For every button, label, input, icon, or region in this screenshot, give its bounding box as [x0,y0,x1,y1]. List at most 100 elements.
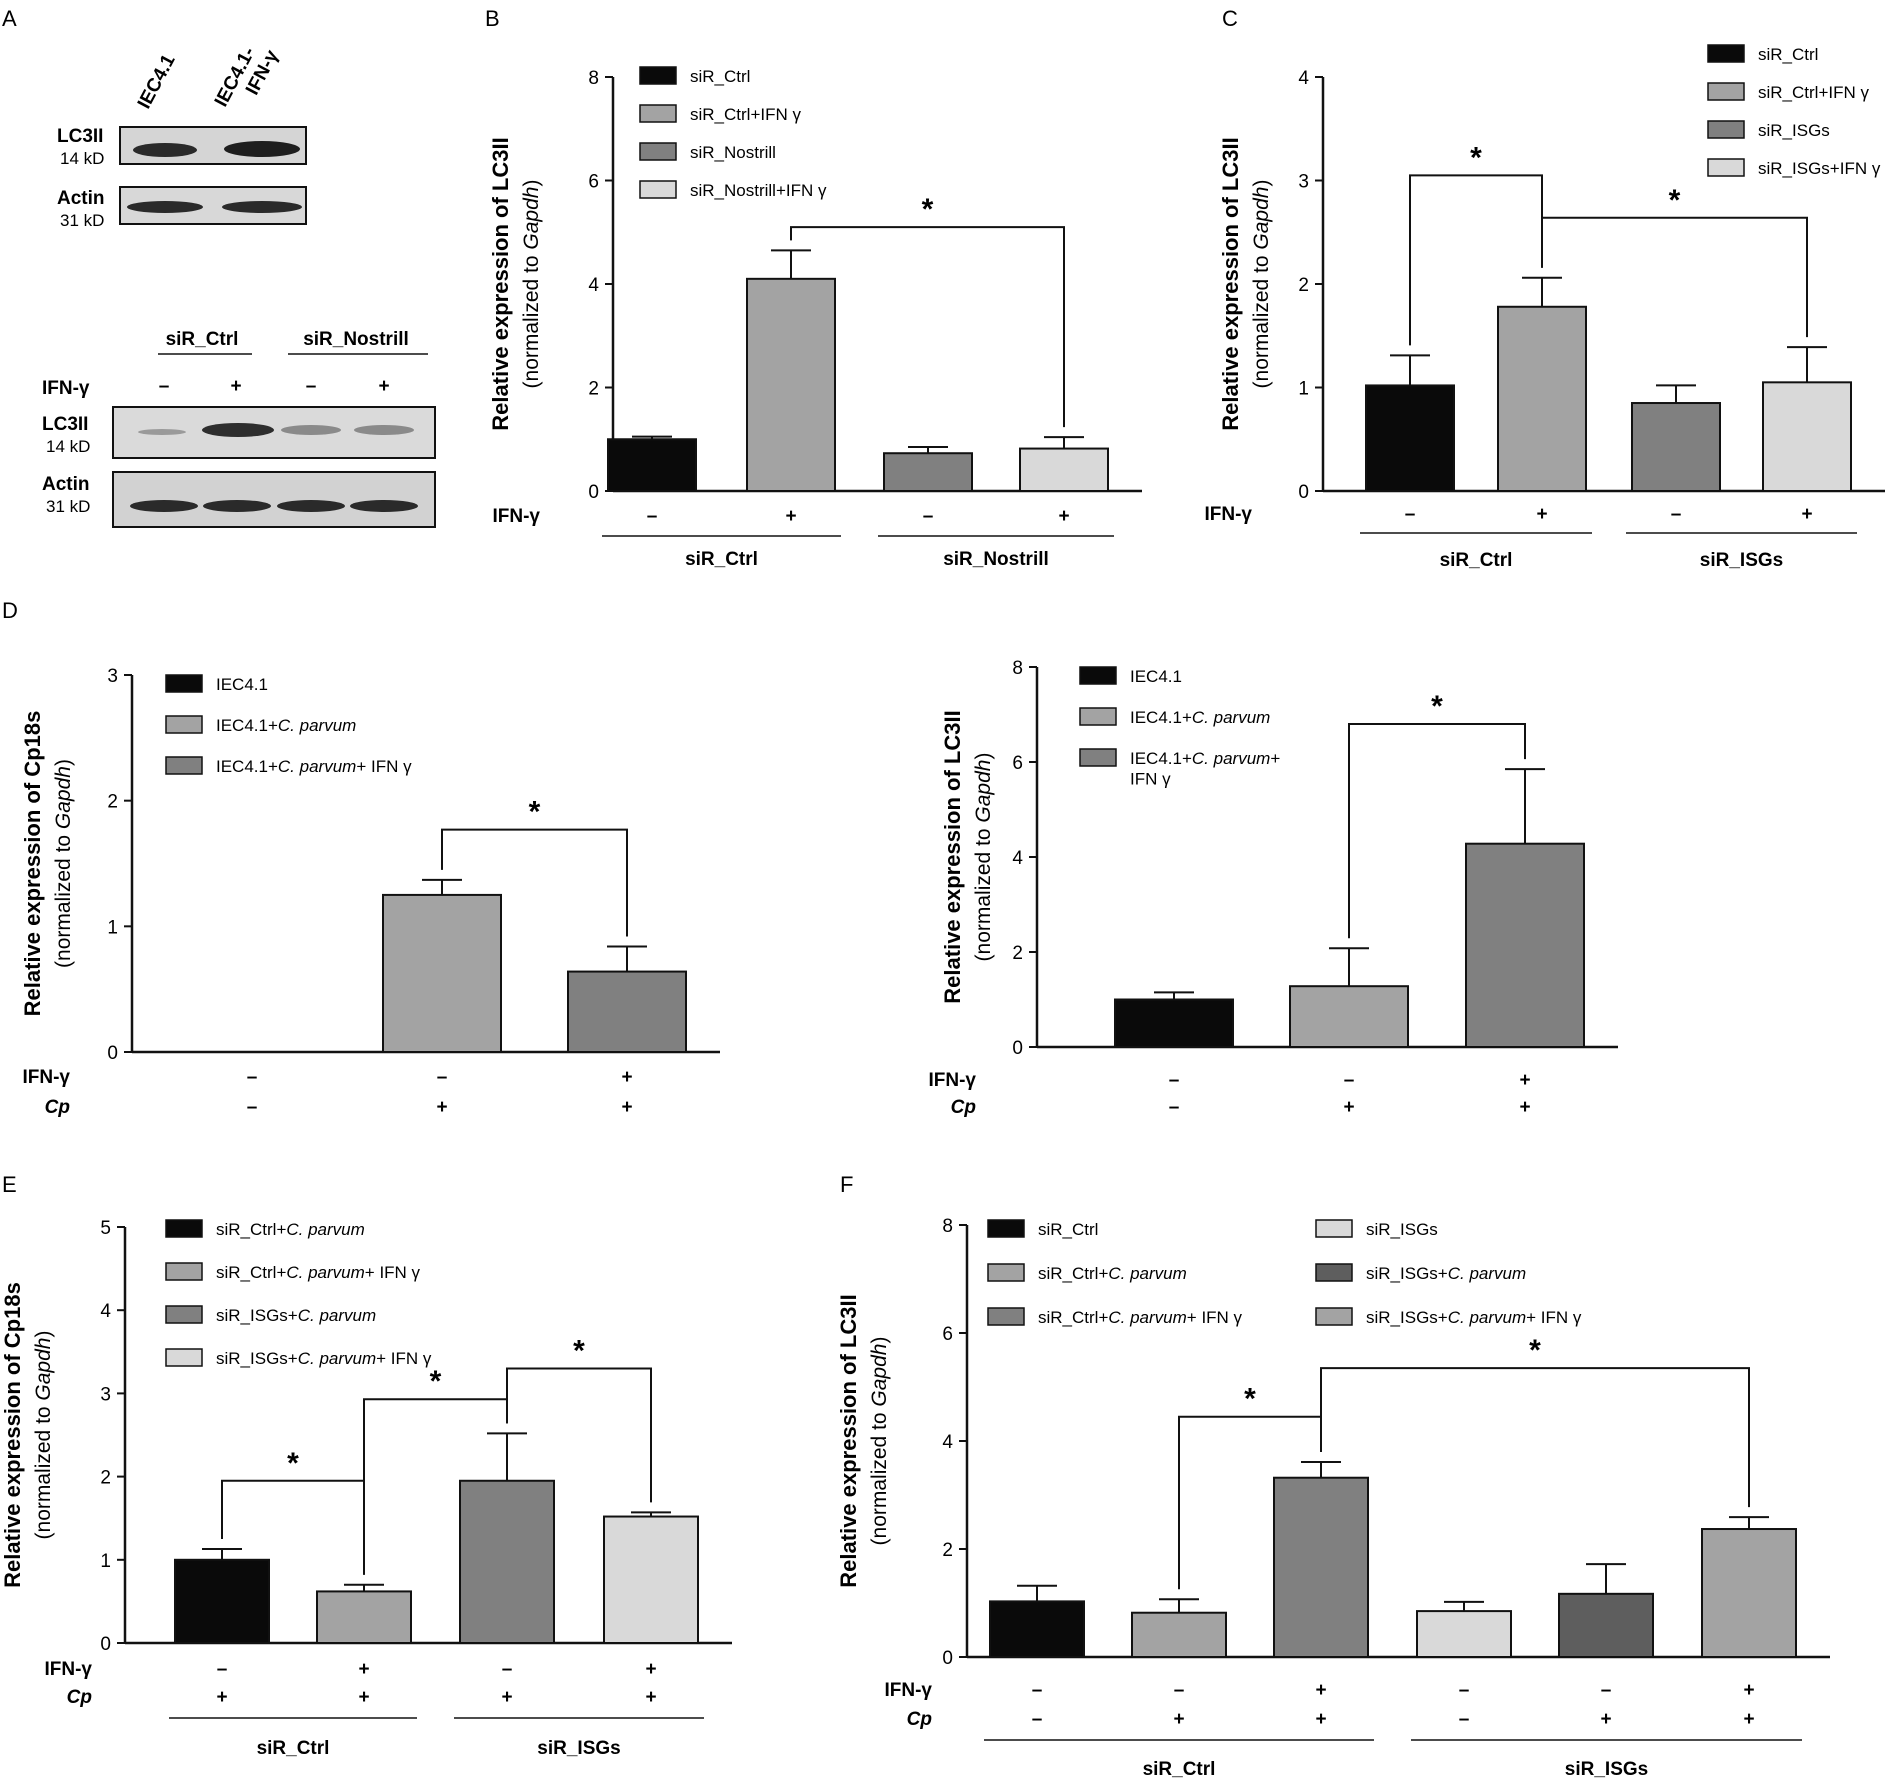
legend-swatch [640,181,676,198]
treatment-row-label: IFN-γ [45,1659,93,1680]
y-axis-subtitle-part: ) [32,1331,55,1338]
treatment-mark: + [216,1687,227,1708]
y-axis-title: Relative expression of Cp18s [0,1282,25,1588]
y-axis-subtitle: (normalized to Gapdh) [520,180,543,389]
panel-label-f: F [840,1172,853,1197]
legend-swatch [1708,159,1744,176]
legend-swatch [1708,83,1744,100]
legend-label: siR_Ctrl+IFN γ [690,105,801,124]
treatment-mark: – [502,1659,513,1680]
treatment-mark: + [1173,1709,1184,1730]
y-axis-title: Relative expression of LC3II [1218,137,1243,430]
y-axis-subtitle-part: (normalized to [1250,250,1273,389]
legend-label-part: IEC4.1 [1130,667,1182,686]
y-tick-label: 2 [588,379,599,400]
treatment-mark: + [501,1687,512,1708]
legend-label: siR_Ctrl+IFN γ [1758,83,1869,102]
bar [1632,403,1720,491]
treatment-mark: – [437,1067,448,1088]
treatment-mark: – [647,506,658,527]
blot-bottom-actin-band-1 [130,500,198,512]
group-label: siR_Nostrill [943,549,1049,570]
legend-label-part: siR_ISGs+ [216,1349,298,1368]
treatment-mark: + [1315,1680,1326,1701]
legend-label: siR_ISGs+IFN γ [1758,159,1881,178]
legend-label-part: siR_Ctrl [1038,1220,1098,1239]
blot-bottom-lc3-band-2 [202,423,274,437]
bar [317,1591,411,1643]
blot-top-lc3-band-2 [224,141,300,157]
y-tick-label: 2 [942,1540,953,1561]
bar [1290,986,1408,1047]
panel-label-a: A [2,6,17,31]
legend-label-part: C. parvum [1108,1308,1186,1327]
bar [175,1560,269,1643]
y-axis-subtitle-part: Gapdh [520,187,543,250]
legend-swatch [988,1220,1024,1237]
legend-label-part: siR_Ctrl [1758,45,1818,64]
legend-label: siR_Ctrl+C. parvum+ IFN γ [216,1263,421,1282]
legend-label-part: IEC4.1+ [1130,749,1192,768]
treatment-mark: + [1801,504,1812,525]
treatment-mark: – [1405,504,1416,525]
legend-label-part: IFN γ [1130,769,1171,788]
y-axis-subtitle-part: (normalized to [52,829,75,968]
significance-star: * [1431,690,1443,723]
bar [1763,382,1851,491]
group-label: siR_Ctrl [257,1738,330,1759]
legend-label-part: siR_ISGs+ [216,1306,298,1325]
y-axis-subtitle: (normalized to Gapdh) [1250,180,1273,389]
chart-b: Relative expression of LC3II (normalized … [488,67,1142,570]
legend-swatch [1080,667,1116,684]
y-tick-label: 8 [942,1216,953,1237]
legend-label-part: C. parvum [278,716,356,735]
legend-label-part: siR_Ctrl+ [1038,1264,1108,1283]
blot-top-lc3-band-1 [133,143,197,157]
legend-label-part: siR_Ctrl+ [216,1220,286,1239]
treatment-mark: – [1174,1680,1185,1701]
bar [1466,844,1584,1047]
treatment-mark: – [1459,1709,1470,1730]
legend-label-part: IEC4.1+ [216,757,278,776]
legend-swatch [1316,1308,1352,1325]
y-axis-subtitle: (normalized to Gapdh) [52,759,75,968]
treatment-row-label: Cp [45,1097,70,1118]
chart-e: Relative expression of Cp18s (normalized … [0,1218,732,1759]
blot-bottom-treat-2: + [230,376,241,397]
bar [608,439,696,491]
legend-label-part: siR_ISGs+ [1366,1264,1448,1283]
legend-swatch [166,757,202,774]
y-tick-label: 4 [942,1432,953,1453]
legend-swatch [166,1306,202,1323]
legend-label-part: C. parvum [1192,749,1270,768]
y-axis-subtitle-part: ) [972,753,995,760]
significance-star: * [287,1447,299,1480]
y-axis-subtitle-part: (normalized to [520,250,543,389]
treatment-mark: + [1600,1709,1611,1730]
legend-label: siR_Ctrl [690,67,750,86]
treatment-mark: – [923,506,934,527]
group-label: siR_Ctrl [685,549,758,570]
legend-label: siR_Ctrl+C. parvum [216,1220,365,1239]
legend-label-part: IEC4.1+ [216,716,278,735]
bar [1559,1594,1653,1657]
legend-swatch [988,1264,1024,1281]
y-tick-label: 4 [1012,848,1023,869]
treatment-mark: + [436,1097,447,1118]
treatment-mark: + [621,1097,632,1118]
chart-d2: Relative expression of LC3II (normalized … [929,658,1619,1118]
blot-bottom-group-1: siR_Ctrl [166,329,239,350]
treatment-mark: + [358,1687,369,1708]
significance-star: * [1244,1383,1256,1416]
legend-swatch [1708,45,1744,62]
bar [747,279,835,491]
legend-label: siR_Nostrill+IFN γ [690,181,827,200]
treatment-mark: – [217,1659,228,1680]
y-tick-label: 0 [100,1634,111,1655]
chart-d1: Relative expression of Cp18s (normalized … [20,666,720,1118]
blot-bottom-treat-4: + [378,376,389,397]
legend-label-part: C. parvum [298,1306,376,1325]
blot-bottom-lc3-band-3 [281,425,341,435]
bar [1417,1611,1511,1657]
treatment-row-label: Cp [951,1097,976,1118]
